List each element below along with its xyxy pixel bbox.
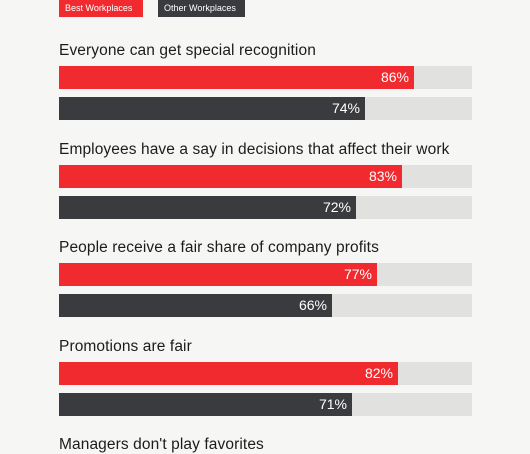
bar-other-workplaces: 71%	[59, 393, 352, 416]
bar-track: 71%	[59, 393, 472, 416]
bar-track: 83%	[59, 165, 472, 188]
bar-track: 77%	[59, 263, 472, 286]
bar-value-label: 82%	[364, 365, 393, 381]
legend-other-workplaces: Other Workplaces	[158, 0, 245, 17]
bar-value-label: 72%	[322, 199, 351, 215]
question-title-promotions-are-fair: Promotions are fair	[59, 338, 192, 355]
bar-track: 74%	[59, 97, 472, 120]
bar-chart: Everyone can get special recognition 86% 7…	[59, 42, 472, 453]
question-title-managers-don-t-play-favorites: Managers don't play favorites	[59, 436, 264, 453]
bar-other-workplaces: 72%	[59, 196, 356, 219]
bar-value-label: 83%	[368, 168, 397, 184]
bar-other-workplaces: 74%	[59, 97, 365, 120]
question-title-people-receive-a-fair-share-of-company-profits: People receive a fair share of company p…	[59, 239, 379, 256]
bar-track: 82%	[59, 362, 472, 385]
bar-best-workplaces: 86%	[59, 66, 414, 89]
bar-track: 86%	[59, 66, 472, 89]
bar-track: 66%	[59, 294, 472, 317]
bar-best-workplaces: 77%	[59, 263, 377, 286]
bar-value-label: 74%	[331, 100, 360, 116]
bar-value-label: 86%	[380, 69, 409, 85]
legend-best-workplaces: Best Workplaces	[59, 0, 143, 17]
question-title-everyone-can-get-special-recognition: Everyone can get special recognition	[59, 42, 316, 59]
bar-track: 72%	[59, 196, 472, 219]
bar-value-label: 66%	[298, 297, 327, 313]
question-title-employees-have-a-say-in-decisions-that-affect-their-work: Employees have a say in decisions that a…	[59, 141, 450, 158]
bar-best-workplaces: 83%	[59, 165, 402, 188]
bar-value-label: 77%	[343, 266, 372, 282]
bar-best-workplaces: 82%	[59, 362, 398, 385]
bar-other-workplaces: 66%	[59, 294, 332, 317]
bar-value-label: 71%	[318, 396, 347, 412]
